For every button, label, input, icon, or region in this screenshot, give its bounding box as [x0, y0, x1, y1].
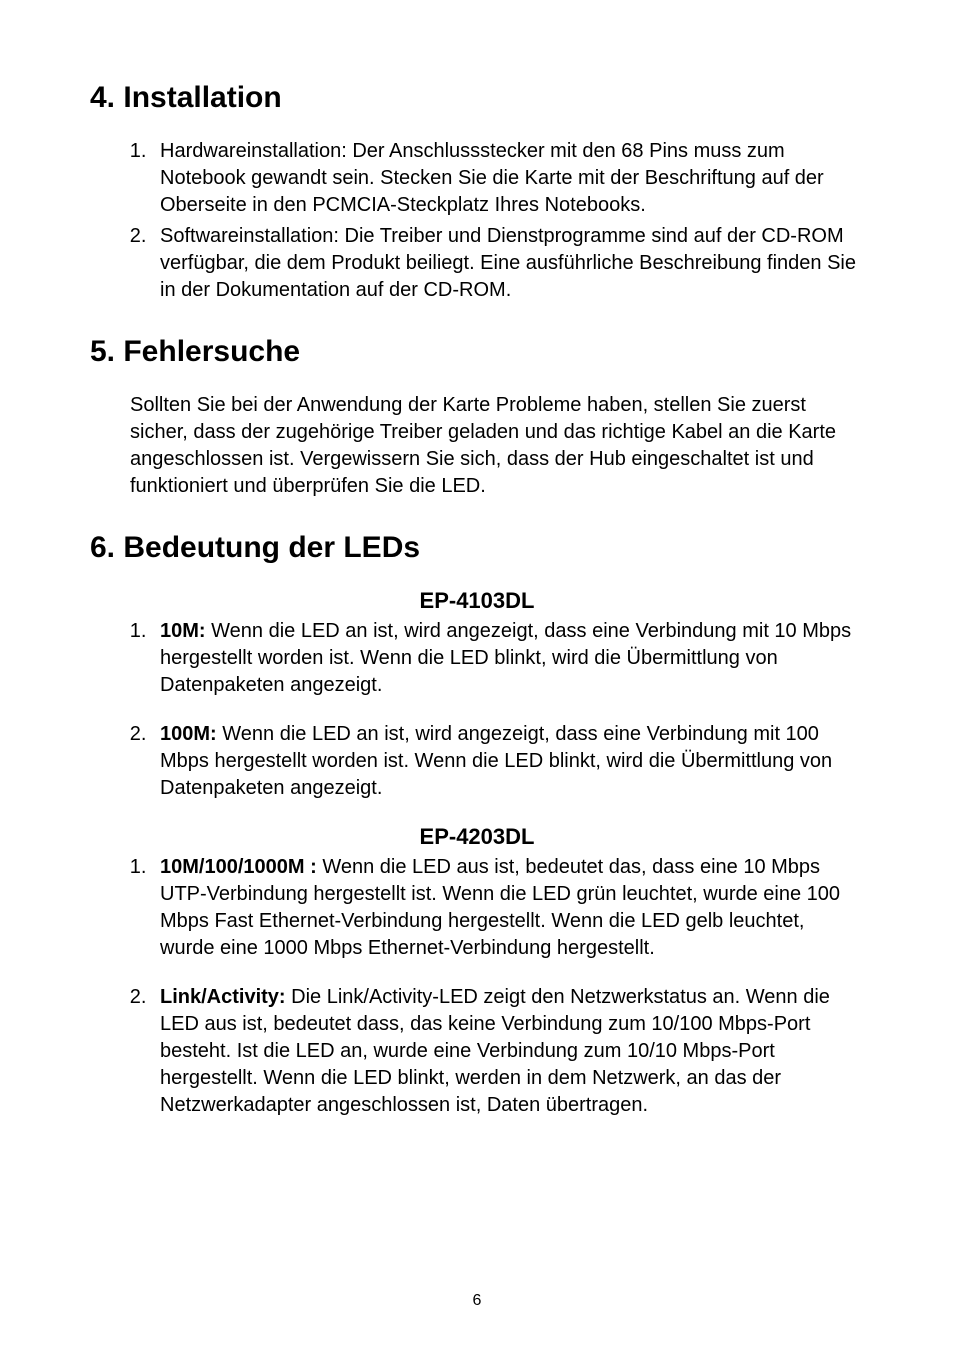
led-label: 10M/100/1000M : [160, 856, 317, 878]
led-text: Wenn die LED an ist, wird angezeigt, das… [160, 620, 851, 696]
installation-item: Hardwareinstallation: Der Anschlusssteck… [152, 138, 864, 219]
product1-name: EP-4103DL [90, 588, 864, 614]
led-label: 100M: [160, 723, 217, 745]
product2-led-list: 10M/100/1000M : Wenn die LED aus ist, be… [90, 854, 864, 1119]
installation-item: Softwareinstallation: Die Treiber und Di… [152, 223, 864, 304]
led-text: Wenn die LED an ist, wird angezeigt, das… [160, 723, 832, 799]
document-page: 4. Installation Hardwareinstallation: De… [0, 0, 954, 1350]
heading-installation: 4. Installation [90, 80, 864, 116]
heading-troubleshooting: 5. Fehlersuche [90, 334, 864, 370]
led-item: 100M: Wenn die LED an ist, wird angezeig… [152, 721, 864, 802]
led-label: 10M: [160, 620, 206, 642]
heading-leds: 6. Bedeutung der LEDs [90, 530, 864, 566]
led-item: 10M: Wenn die LED an ist, wird angezeigt… [152, 618, 864, 699]
led-item: Link/Activity: Die Link/Activity-LED zei… [152, 984, 864, 1119]
page-number: 6 [0, 1292, 954, 1310]
led-item: 10M/100/1000M : Wenn die LED aus ist, be… [152, 854, 864, 962]
product2-name: EP-4203DL [90, 824, 864, 850]
troubleshooting-paragraph: Sollten Sie bei der Anwendung der Karte … [130, 392, 864, 500]
led-label: Link/Activity: [160, 986, 286, 1008]
installation-list: Hardwareinstallation: Der Anschlusssteck… [90, 138, 864, 304]
product1-led-list: 10M: Wenn die LED an ist, wird angezeigt… [90, 618, 864, 802]
